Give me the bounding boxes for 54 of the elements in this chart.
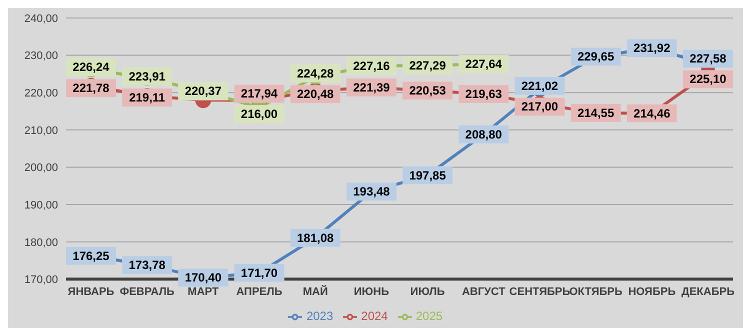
data-label: 231,92 [634,41,671,56]
data-label: 229,65 [577,50,614,64]
data-label: 171,70 [240,266,278,280]
x-tick-label: МАЙ [302,284,328,298]
data-label: 193,48 [353,184,390,199]
x-tick-label: ИЮЛЬ [410,286,445,298]
legend-label: 2024 [361,309,388,324]
y-tick-label: 210,00 [24,124,58,137]
data-label: 214,55 [577,106,614,120]
data-label: 220,53 [409,84,446,98]
data-label: 217,94 [240,86,278,101]
data-label: 181,08 [297,230,334,245]
data-label: 173,78 [128,258,166,272]
data-label: 227,58 [690,52,727,66]
data-label: 224,28 [297,66,334,80]
y-tick-label: 170,00 [24,274,58,286]
data-label: 219,11 [129,90,166,105]
data-label: 220,37 [184,84,222,98]
data-label: 214,46 [634,106,671,120]
data-label: 227,64 [465,57,502,72]
y-tick-label: 230,00 [24,50,58,62]
x-tick-label: МАРТ [188,286,219,298]
data-label: 221,39 [353,80,390,94]
data-label: 219,63 [465,87,502,101]
data-label: 223,91 [128,69,166,84]
x-tick-label: ДЕКАБРЬ [682,286,735,298]
x-tick-label: СЕНТЯБРЬ [509,286,570,298]
data-label: 221,78 [72,81,110,96]
legend-label: 2025 [416,309,443,324]
data-label: 217,00 [521,100,558,114]
x-tick-label: ОКТЯБРЬ [569,286,622,298]
data-label: 226,24 [72,60,110,74]
y-tick-label: 180,00 [24,236,58,249]
data-label: 227,16 [353,58,390,73]
x-tick-label: ИЮНЬ [354,286,390,298]
y-tick-label: 220,00 [24,88,58,100]
y-tick-label: 190,00 [24,199,58,212]
x-tick-label: ФЕВРАЛЬ [120,286,175,298]
data-label: 221,02 [521,78,558,93]
y-tick-label: 240,00 [24,12,58,25]
x-tick-label: НОЯБРЬ [628,286,676,298]
x-tick-label: ЯНВАРЬ [68,286,114,298]
data-label: 208,80 [465,127,502,142]
data-label: 227,29 [409,58,446,72]
data-label: 225,10 [690,72,727,86]
x-tick-label: АПРЕЛЬ [236,286,282,298]
legend-label: 2023 [306,309,334,324]
data-label: 176,25 [72,248,110,263]
y-tick-label: 200,00 [24,162,58,174]
x-tick-label: АВГУСТ [462,286,506,298]
data-label: 220,48 [297,87,334,102]
data-label: 197,85 [409,168,446,182]
data-label: 170,40 [184,270,222,285]
data-label: 216,00 [240,107,278,122]
